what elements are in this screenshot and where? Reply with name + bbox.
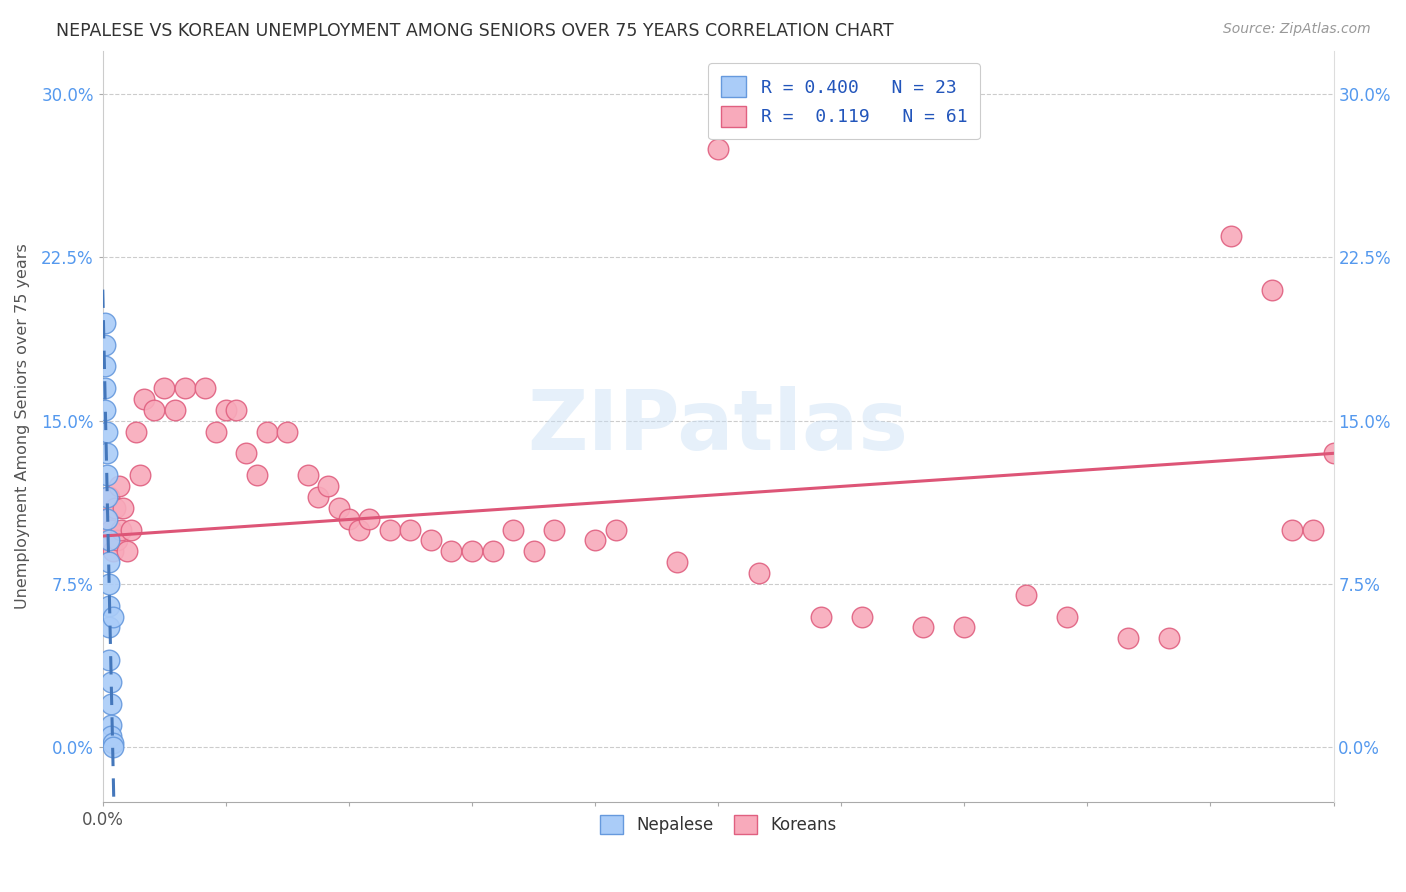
Point (851, 609, 873, 624)
Point (235, 446, 257, 460)
Point (225, 402, 247, 417)
Point (297, 468, 319, 483)
Point (105, 533, 128, 548)
Point (912, 620, 935, 634)
Point (96, 446, 118, 460)
Point (810, 609, 832, 624)
Point (246, 468, 269, 483)
Point (707, 142, 730, 156)
Point (378, 523, 401, 537)
Point (163, 402, 186, 417)
Point (1281, 523, 1303, 537)
Point (97, 620, 120, 634)
Point (94, 381, 117, 395)
Point (104, 500, 127, 515)
Point (276, 425, 298, 439)
Point (94, 316, 117, 330)
Text: ZIPatlas: ZIPatlas (527, 385, 908, 467)
Point (543, 523, 565, 537)
Point (666, 555, 689, 569)
Point (94, 359, 117, 374)
Point (1056, 609, 1078, 624)
Point (1261, 283, 1284, 297)
Point (1159, 632, 1181, 646)
Point (94, 337, 117, 351)
Point (101, 740, 124, 755)
Point (100, 729, 122, 743)
Point (359, 511, 381, 525)
Point (100, 697, 122, 711)
Point (96, 511, 118, 525)
Point (97, 533, 120, 548)
Point (328, 500, 350, 515)
Point (420, 533, 443, 548)
Point (153, 381, 176, 395)
Point (1219, 228, 1241, 243)
Point (97, 653, 120, 667)
Point (96, 425, 118, 439)
Point (100, 674, 122, 689)
Point (399, 523, 422, 537)
Point (204, 425, 226, 439)
Y-axis label: Unemployment Among Seniors over 75 years: Unemployment Among Seniors over 75 years (15, 244, 30, 609)
Point (522, 544, 544, 558)
Point (215, 402, 238, 417)
Point (112, 500, 135, 515)
Point (94, 402, 117, 417)
Point (97, 599, 120, 613)
Text: NEPALESE VS KOREAN UNEMPLOYMENT AMONG SENIORS OVER 75 YEARS CORRELATION CHART: NEPALESE VS KOREAN UNEMPLOYMENT AMONG SE… (56, 22, 894, 40)
Text: Source: ZipAtlas.com: Source: ZipAtlas.com (1223, 22, 1371, 37)
Point (337, 511, 360, 525)
Legend: Nepalese, Koreans: Nepalese, Koreans (588, 803, 848, 846)
Point (110, 523, 132, 537)
Point (121, 523, 143, 537)
Point (347, 523, 370, 537)
Point (481, 544, 503, 558)
Point (101, 736, 124, 750)
Point (101, 544, 124, 558)
Point (97, 490, 120, 504)
Point (1322, 446, 1344, 460)
Point (1015, 588, 1038, 602)
Point (461, 544, 484, 558)
Point (440, 544, 463, 558)
Point (96, 490, 118, 504)
Point (96, 533, 118, 548)
Point (605, 523, 627, 537)
Point (108, 479, 131, 493)
Point (100, 718, 122, 732)
Point (94, 511, 117, 525)
Point (173, 381, 195, 395)
Point (502, 523, 524, 537)
Point (124, 425, 146, 439)
Point (96, 468, 118, 483)
Point (748, 566, 770, 580)
Point (128, 468, 150, 483)
Point (194, 381, 217, 395)
Point (307, 490, 329, 504)
Point (143, 402, 166, 417)
Point (953, 620, 976, 634)
Point (318, 479, 340, 493)
Point (117, 544, 139, 558)
Point (1302, 523, 1324, 537)
Point (97, 577, 120, 591)
Point (583, 533, 606, 548)
Point (256, 425, 278, 439)
Point (97, 555, 120, 569)
Point (100, 523, 122, 537)
Point (101, 609, 124, 624)
Point (132, 392, 155, 406)
Point (1118, 632, 1140, 646)
